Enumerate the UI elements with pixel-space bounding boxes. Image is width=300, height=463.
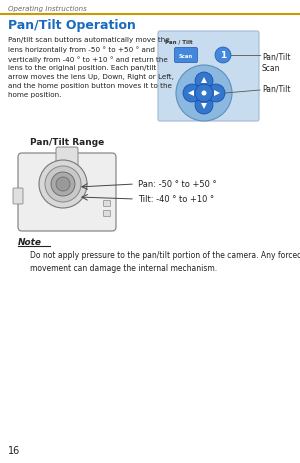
- Circle shape: [207, 85, 225, 103]
- Text: Pan/Tilt Range: Pan/Tilt Range: [30, 138, 104, 147]
- FancyBboxPatch shape: [18, 154, 116, 232]
- FancyBboxPatch shape: [56, 148, 78, 168]
- Text: Scan: Scan: [179, 53, 193, 58]
- Text: Pan/Tilt
Scan: Pan/Tilt Scan: [262, 52, 290, 73]
- FancyBboxPatch shape: [103, 211, 110, 217]
- Text: Pan / Tilt: Pan / Tilt: [165, 39, 193, 44]
- Circle shape: [195, 85, 213, 103]
- FancyBboxPatch shape: [13, 188, 23, 205]
- Text: Pan/Tilt: Pan/Tilt: [262, 84, 290, 94]
- Circle shape: [202, 91, 206, 96]
- Polygon shape: [201, 78, 207, 84]
- Circle shape: [183, 85, 201, 103]
- Text: Tilt: -40 ° to +10 °: Tilt: -40 ° to +10 °: [138, 195, 214, 204]
- Text: 1: 1: [220, 51, 226, 60]
- Polygon shape: [214, 91, 220, 97]
- Circle shape: [39, 161, 87, 208]
- FancyBboxPatch shape: [175, 49, 197, 63]
- Polygon shape: [188, 91, 194, 97]
- Text: Pan/tilt scan buttons automatically move the
lens horizontally from -50 ° to +50: Pan/tilt scan buttons automatically move…: [8, 37, 174, 98]
- Text: Pan: -50 ° to +50 °: Pan: -50 ° to +50 °: [138, 180, 217, 189]
- Circle shape: [195, 97, 213, 115]
- Text: Operating Instructions: Operating Instructions: [8, 6, 87, 12]
- Circle shape: [215, 48, 231, 64]
- FancyBboxPatch shape: [158, 32, 259, 122]
- Circle shape: [176, 66, 232, 122]
- Polygon shape: [201, 104, 207, 110]
- Text: 16: 16: [8, 445, 20, 455]
- Text: Do not apply pressure to the pan/tilt portion of the camera. Any forced
movement: Do not apply pressure to the pan/tilt po…: [30, 250, 300, 272]
- Circle shape: [45, 167, 81, 202]
- Text: Note: Note: [18, 238, 42, 246]
- Circle shape: [195, 73, 213, 91]
- Circle shape: [56, 178, 70, 192]
- FancyBboxPatch shape: [103, 201, 110, 207]
- Text: Pan/Tilt Operation: Pan/Tilt Operation: [8, 19, 136, 32]
- Circle shape: [51, 173, 75, 197]
